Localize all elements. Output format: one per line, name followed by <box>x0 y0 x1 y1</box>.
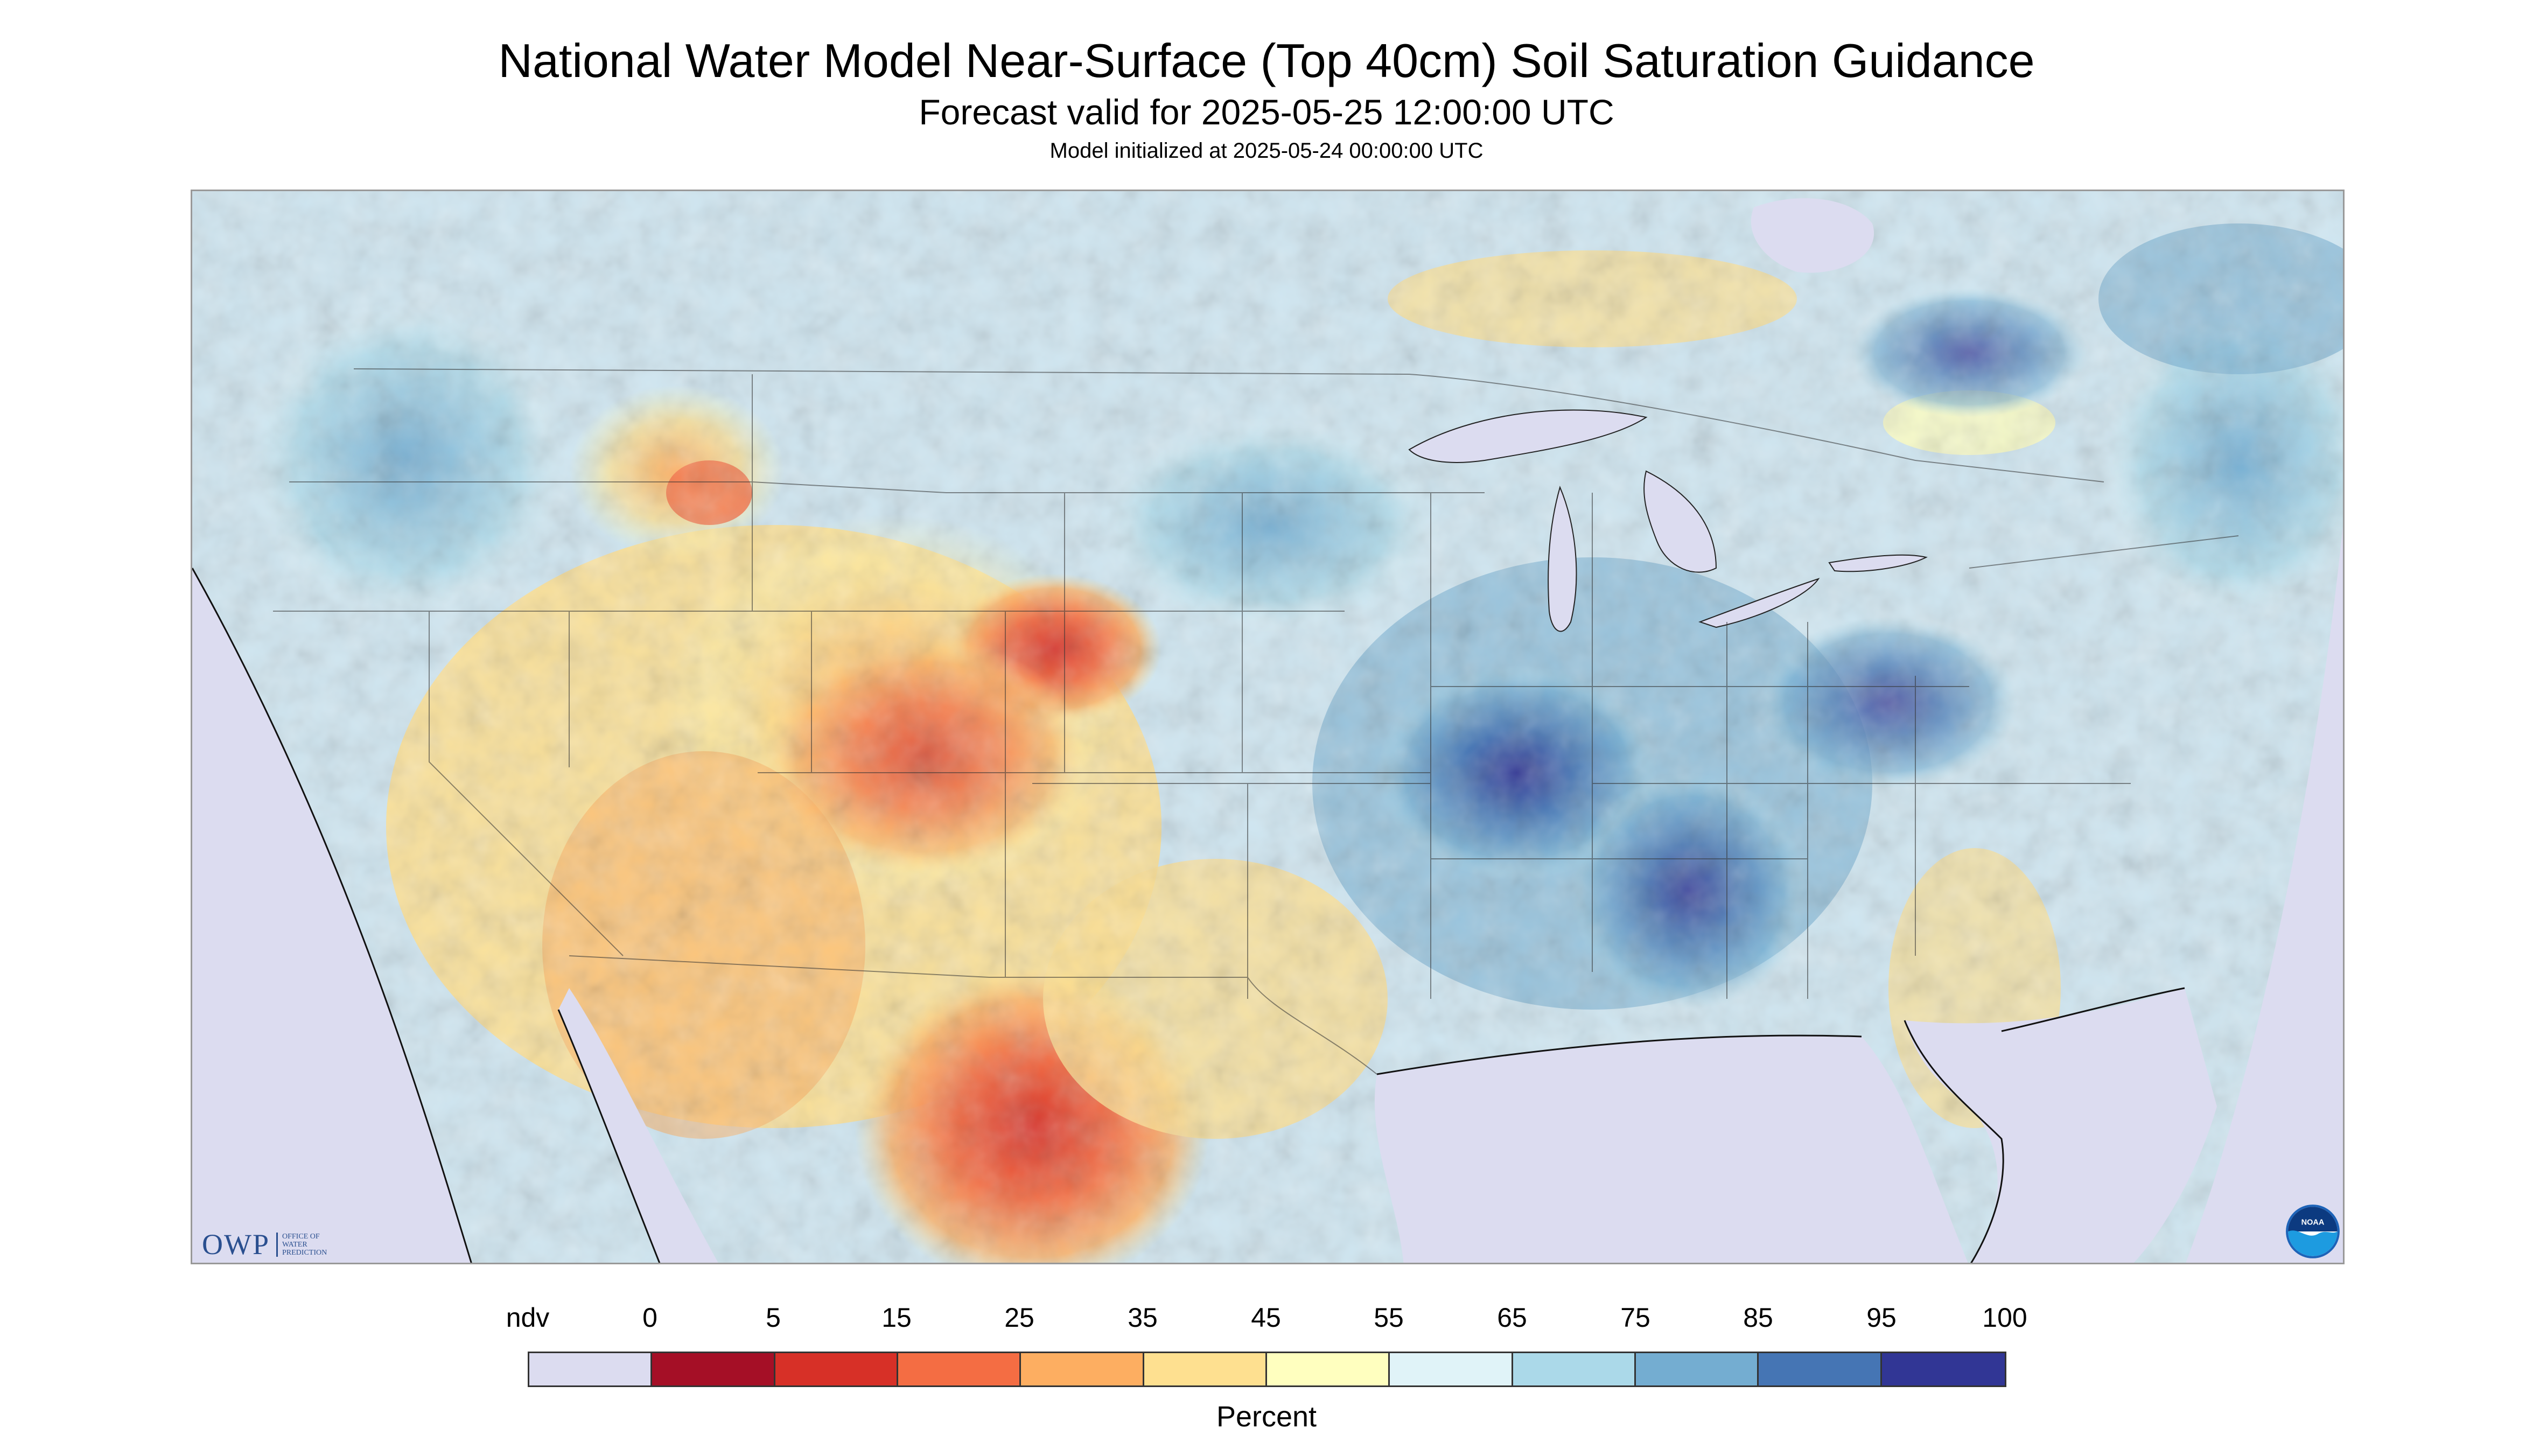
legend-tick: 5 <box>766 1303 781 1333</box>
legend-tick: 0 <box>642 1303 657 1333</box>
legend-tick: 95 <box>1866 1303 1897 1333</box>
lake-erie <box>1698 578 1820 628</box>
map-canvas <box>192 191 2343 1263</box>
legend-swatch-45-55 <box>1266 1353 1390 1385</box>
legend-tick: 85 <box>1743 1303 1773 1333</box>
atlantic-ocean-edge <box>2186 526 2343 1263</box>
owp-logo-text: OWP <box>202 1228 270 1261</box>
legend-tick: 35 <box>1128 1303 1158 1333</box>
noaa-logo: NOAA <box>2286 1205 2340 1258</box>
legend-swatch-85-95 <box>1759 1353 1882 1385</box>
legend-tick: 25 <box>1004 1303 1034 1333</box>
forecast-valid-subtitle: Forecast valid for 2025-05-25 12:00:00 U… <box>919 92 1614 132</box>
legend-swatch-75-85 <box>1635 1353 1759 1385</box>
legend-tick: 55 <box>1374 1303 1404 1333</box>
lake-superior <box>1408 409 1648 463</box>
legend-swatch-95-100 <box>1881 1353 2005 1385</box>
owp-logo: OWP OFFICE OF WATER PREDICTION <box>202 1228 327 1261</box>
legend-unit-label: Percent <box>1216 1401 1317 1433</box>
legend-tick: ndv <box>506 1303 550 1333</box>
map-title: National Water Model Near-Surface (Top 4… <box>498 34 2035 87</box>
james-bay <box>1751 198 1874 273</box>
owp-subtext-line-3: PREDICTION <box>282 1248 327 1257</box>
owp-subtext-line-2: WATER <box>282 1240 307 1249</box>
pacific-ocean <box>192 568 472 1263</box>
political-boundaries <box>273 368 2239 1075</box>
legend-swatch-25-35 <box>1021 1353 1144 1385</box>
gulf-of-california <box>558 988 718 1263</box>
gulf-of-mexico <box>1374 1035 1968 1263</box>
lake-michigan <box>1548 486 1577 632</box>
soil-saturation-map: OWP OFFICE OF WATER PREDICTION NOAA <box>191 190 2345 1264</box>
legend-tick: 100 <box>1982 1303 2027 1333</box>
owp-logo-subtext: OFFICE OF WATER PREDICTION <box>276 1232 327 1257</box>
legend-tick: 75 <box>1620 1303 1650 1333</box>
legend-swatch-65-75 <box>1513 1353 1636 1385</box>
model-init-subtitle: Model initialized at 2025-05-24 00:00:00… <box>1049 139 1484 163</box>
coastlines <box>192 568 2185 1263</box>
color-legend-bar <box>528 1352 2006 1387</box>
legend-swatch-5-15 <box>775 1353 898 1385</box>
owp-subtext-line-1: OFFICE OF <box>282 1232 320 1241</box>
lake-huron <box>1643 470 1717 573</box>
atlantic-coast-water <box>1905 988 2217 1263</box>
legend-swatch-55-65 <box>1390 1353 1513 1385</box>
legend-tick: 45 <box>1251 1303 1281 1333</box>
legend-tick-labels: ndv 0 5 15 25 35 45 55 65 75 85 95 100 <box>0 1302 2533 1334</box>
lake-ontario <box>1828 554 1928 572</box>
legend-swatch-15-25 <box>898 1353 1021 1385</box>
legend-tick: 15 <box>881 1303 912 1333</box>
legend-tick: 65 <box>1497 1303 1527 1333</box>
legend-swatch-35-45 <box>1144 1353 1267 1385</box>
noaa-logo-text: NOAA <box>2301 1219 2325 1227</box>
legend-swatch-0-5 <box>652 1353 775 1385</box>
legend-swatch-ndv <box>529 1353 653 1385</box>
